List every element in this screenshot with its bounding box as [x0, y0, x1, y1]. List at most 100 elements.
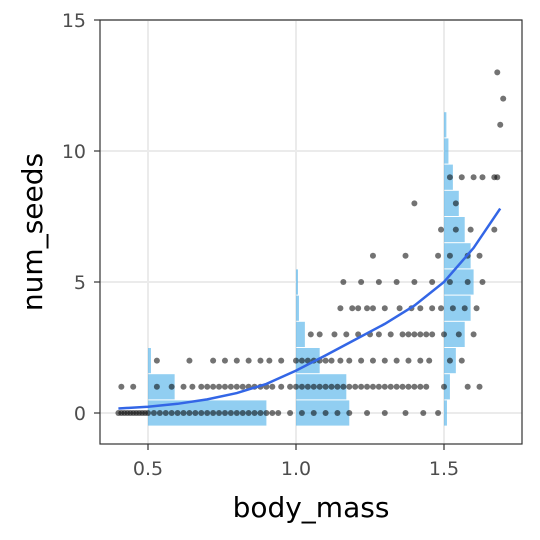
data-point — [491, 226, 498, 233]
axes: 0.5 1.0 1.5 0 5 10 15 — [62, 10, 459, 480]
data-point — [186, 410, 193, 416]
data-point — [473, 305, 480, 312]
y-tick-label: 0 — [74, 403, 86, 425]
data-point — [435, 252, 442, 259]
data-point — [429, 305, 436, 312]
data-point — [381, 357, 388, 364]
data-point — [174, 410, 181, 416]
x-axis-title: body_mass — [233, 491, 390, 524]
data-point — [352, 383, 359, 390]
data-point — [192, 410, 199, 416]
data-point — [358, 383, 365, 390]
y-axis-title: num_seeds — [16, 153, 49, 311]
data-point — [304, 357, 311, 364]
data-point — [278, 383, 285, 390]
data-point — [233, 410, 240, 416]
histogram-bar — [444, 112, 447, 138]
data-point — [381, 305, 388, 312]
data-point — [470, 174, 477, 181]
data-point — [278, 357, 285, 364]
data-point — [287, 410, 294, 416]
data-point — [364, 383, 371, 390]
data-point — [429, 331, 436, 338]
fitted-curve — [118, 207, 502, 410]
data-point — [405, 383, 412, 390]
data-point — [298, 410, 305, 416]
data-point — [331, 331, 338, 338]
histogram-bar — [296, 269, 298, 295]
data-point — [340, 279, 347, 285]
data-point — [381, 383, 388, 390]
data-point — [257, 410, 264, 416]
data-point — [355, 305, 362, 312]
data-point — [322, 410, 329, 416]
data-point — [227, 410, 234, 416]
data-point — [310, 410, 317, 416]
data-point — [337, 357, 344, 364]
data-point — [438, 305, 445, 312]
data-point — [340, 383, 347, 390]
data-point — [334, 383, 341, 390]
x-tick-label: 1.0 — [281, 458, 311, 480]
data-point — [186, 357, 193, 364]
data-point — [393, 357, 400, 364]
data-point — [198, 410, 205, 416]
data-point — [210, 357, 217, 364]
data-point — [381, 410, 388, 416]
data-point — [417, 305, 424, 312]
data-point — [464, 279, 471, 285]
data-point — [216, 383, 223, 390]
data-point — [221, 383, 228, 390]
data-point — [316, 383, 323, 390]
data-point — [118, 383, 125, 390]
data-point — [399, 331, 406, 338]
data-point — [358, 357, 365, 364]
data-point — [411, 279, 418, 285]
data-point — [153, 383, 160, 390]
data-point — [293, 357, 299, 364]
data-point — [426, 357, 433, 364]
data-point — [375, 331, 382, 338]
data-point — [153, 357, 160, 364]
data-point — [375, 279, 382, 285]
histogram-bar — [296, 321, 305, 347]
data-point — [189, 383, 196, 390]
data-point — [446, 279, 453, 285]
data-point — [411, 200, 418, 207]
data-point — [227, 383, 234, 390]
data-point — [369, 305, 376, 312]
data-point — [479, 174, 486, 181]
data-point — [452, 200, 459, 207]
data-point — [198, 383, 205, 390]
data-point — [346, 357, 353, 364]
y-tick-label: 15 — [62, 10, 86, 32]
data-point — [322, 357, 329, 364]
data-point — [337, 305, 344, 312]
data-point — [417, 331, 424, 338]
x-tick-label: 0.5 — [133, 458, 163, 480]
data-point — [369, 357, 376, 364]
data-point — [396, 305, 403, 312]
data-point — [150, 410, 157, 416]
data-point — [168, 383, 175, 390]
data-point — [500, 95, 507, 102]
data-point — [458, 174, 465, 181]
data-point — [233, 357, 240, 364]
data-point — [417, 357, 424, 364]
histogram-bar — [444, 321, 465, 347]
data-point — [438, 226, 445, 233]
data-point — [349, 305, 356, 312]
data-point — [446, 357, 453, 364]
data-point — [180, 383, 187, 390]
data-point — [364, 410, 371, 416]
data-point — [455, 331, 462, 338]
data-point — [470, 331, 477, 338]
data-point — [402, 252, 409, 259]
data-point — [461, 305, 468, 312]
x-tick-label: 1.5 — [429, 458, 459, 480]
histogram-bar — [444, 138, 449, 164]
data-point — [423, 383, 430, 390]
histogram-bar — [296, 295, 299, 321]
panel-border — [99, 19, 523, 445]
